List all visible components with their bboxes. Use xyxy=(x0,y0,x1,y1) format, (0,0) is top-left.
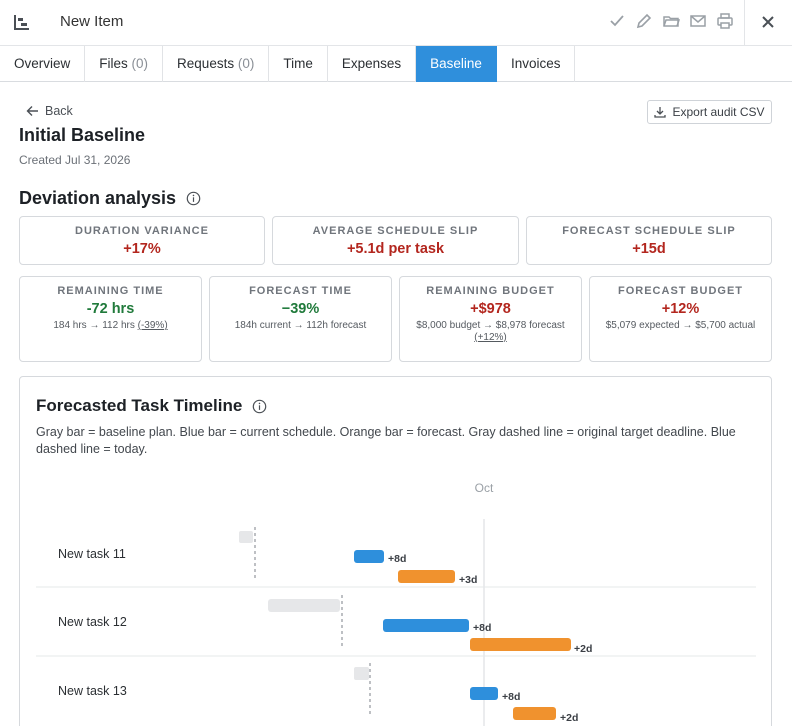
metric-label: DURATION VARIANCE xyxy=(75,225,209,237)
tab-label: Overview xyxy=(14,56,71,71)
header-divider xyxy=(744,0,745,46)
info-icon[interactable] xyxy=(186,191,201,206)
metric-sub-text: 184 hrs → 112 hrs xyxy=(53,320,135,331)
current-delta: +8d xyxy=(502,691,520,703)
folder-icon[interactable] xyxy=(662,12,680,30)
metric-card-remaining-time: REMAINING TIME -72 hrs 184 hrs → 112 hrs… xyxy=(19,276,202,362)
export-label: Export audit CSV xyxy=(672,105,765,119)
export-audit-csv-button[interactable]: Export audit CSV xyxy=(647,100,772,124)
current-bar[interactable] xyxy=(470,687,498,700)
download-icon xyxy=(654,107,667,118)
metric-label: REMAINING TIME xyxy=(57,285,164,297)
metric-value: +12% xyxy=(661,301,700,317)
metric-sub: 184h current → 112h forecast xyxy=(234,320,367,331)
metric-card-duration-variance: DURATION VARIANCE +17% xyxy=(19,216,265,265)
info-icon[interactable] xyxy=(252,399,267,414)
task-name: New task 12 xyxy=(58,615,127,629)
baseline-bar[interactable] xyxy=(354,667,369,680)
mail-icon[interactable] xyxy=(689,12,707,30)
task-name: New task 11 xyxy=(58,547,126,561)
metric-value: −39% xyxy=(281,301,320,317)
baseline-bar[interactable] xyxy=(268,599,340,612)
current-bar[interactable] xyxy=(354,550,384,563)
metric-value: -72 hrs xyxy=(86,301,135,317)
current-delta: +8d xyxy=(388,553,406,565)
created-date: Created Jul 31, 2026 xyxy=(19,153,131,167)
forecast-bar[interactable] xyxy=(513,707,556,720)
timeline-title: Forecasted Task Timeline xyxy=(36,396,267,416)
tab-invoices[interactable]: Invoices xyxy=(497,46,576,82)
tab-overview[interactable]: Overview xyxy=(0,46,86,82)
tab-label: Expenses xyxy=(341,56,402,71)
tab-expenses[interactable]: Expenses xyxy=(328,46,417,82)
month-label: Oct xyxy=(475,481,494,495)
tab-label: Requests xyxy=(177,56,235,71)
deviation-heading-text: Deviation analysis xyxy=(19,188,177,208)
close-icon[interactable] xyxy=(760,14,776,30)
metric-sub-percent: (+12%) xyxy=(474,332,507,343)
metric-value: +5.1d per task xyxy=(346,241,445,257)
metric-card-forecast-time: FORECAST TIME −39% 184h current → 112h f… xyxy=(209,276,392,362)
metric-label: REMAINING BUDGET xyxy=(426,285,555,297)
deviation-heading: Deviation analysis xyxy=(19,188,201,209)
tab-requests[interactable]: Requests (0) xyxy=(163,46,270,82)
metric-label: AVERAGE SCHEDULE SLIP xyxy=(312,225,479,237)
baseline-bar[interactable] xyxy=(239,531,253,543)
item-title: New Item xyxy=(60,13,124,30)
tab-files[interactable]: Files (0) xyxy=(85,46,164,82)
metric-label: FORECAST SCHEDULE SLIP xyxy=(562,225,736,237)
tab-label: Files xyxy=(99,56,128,71)
tab-time[interactable]: Time xyxy=(269,46,328,82)
timeline-description: Gray bar = baseline plan. Blue bar = cur… xyxy=(36,425,736,456)
arrow-left-icon xyxy=(26,106,38,116)
metric-card-forecast-schedule-slip: FORECAST SCHEDULE SLIP +15d xyxy=(526,216,772,265)
timeline-chart: Oct New task 11 +8d +3d New task 12 +8d … xyxy=(36,481,756,726)
tab-count: (0) xyxy=(237,56,255,71)
metric-value: +15d xyxy=(632,241,666,257)
metric-sub: $5,079 expected → $5,700 actual xyxy=(605,320,756,331)
tab-baseline[interactable]: Baseline xyxy=(416,46,497,82)
tab-label: Invoices xyxy=(510,56,561,71)
forecast-delta: +2d xyxy=(560,712,578,724)
gantt-icon[interactable] xyxy=(13,13,31,31)
forecast-delta: +3d xyxy=(459,574,477,586)
tab-count: (0) xyxy=(131,56,149,71)
tab-label: Baseline xyxy=(430,56,482,71)
header-actions xyxy=(608,12,734,30)
metric-sub: $8,000 budget → $8,978 forecast (+12%) xyxy=(400,320,581,344)
timeline-title-text: Forecasted Task Timeline xyxy=(36,396,243,415)
forecast-bar[interactable] xyxy=(398,570,455,583)
forecasted-timeline-panel: Oct New task 11 +8d +3d New task 12 +8d … xyxy=(19,376,772,726)
printer-icon[interactable] xyxy=(716,12,734,30)
forecast-delta: +2d xyxy=(574,643,592,655)
metric-value: +$978 xyxy=(470,301,511,317)
current-delta: +8d xyxy=(473,622,491,634)
check-icon[interactable] xyxy=(608,12,626,30)
pencil-icon[interactable] xyxy=(635,12,653,30)
metric-sub-text: $8,000 budget → $8,978 forecast xyxy=(416,320,565,331)
back-link[interactable]: Back xyxy=(26,104,73,118)
current-bar[interactable] xyxy=(383,619,469,632)
metric-value: +17% xyxy=(123,241,161,257)
metric-card-forecast-budget: FORECAST BUDGET +12% $5,079 expected → $… xyxy=(589,276,772,362)
metric-label: FORECAST TIME xyxy=(249,285,352,297)
forecast-bar[interactable] xyxy=(470,638,571,651)
tab-label: Time xyxy=(283,56,313,71)
metric-card-average-schedule-slip: AVERAGE SCHEDULE SLIP +5.1d per task xyxy=(272,216,519,265)
metric-label: FORECAST BUDGET xyxy=(618,285,743,297)
tab-bar: Overview Files (0) Requests (0) Time Exp… xyxy=(0,46,792,82)
metric-sub-percent: (-39%) xyxy=(137,320,168,331)
task-name: New task 13 xyxy=(58,684,127,698)
metric-sub: 184 hrs → 112 hrs (-39%) xyxy=(20,320,201,332)
page-title: Initial Baseline xyxy=(19,125,146,145)
back-label: Back xyxy=(45,104,73,118)
top-bar: New Item xyxy=(0,0,792,46)
metric-card-remaining-budget: REMAINING BUDGET +$978 $8,000 budget → $… xyxy=(399,276,582,362)
